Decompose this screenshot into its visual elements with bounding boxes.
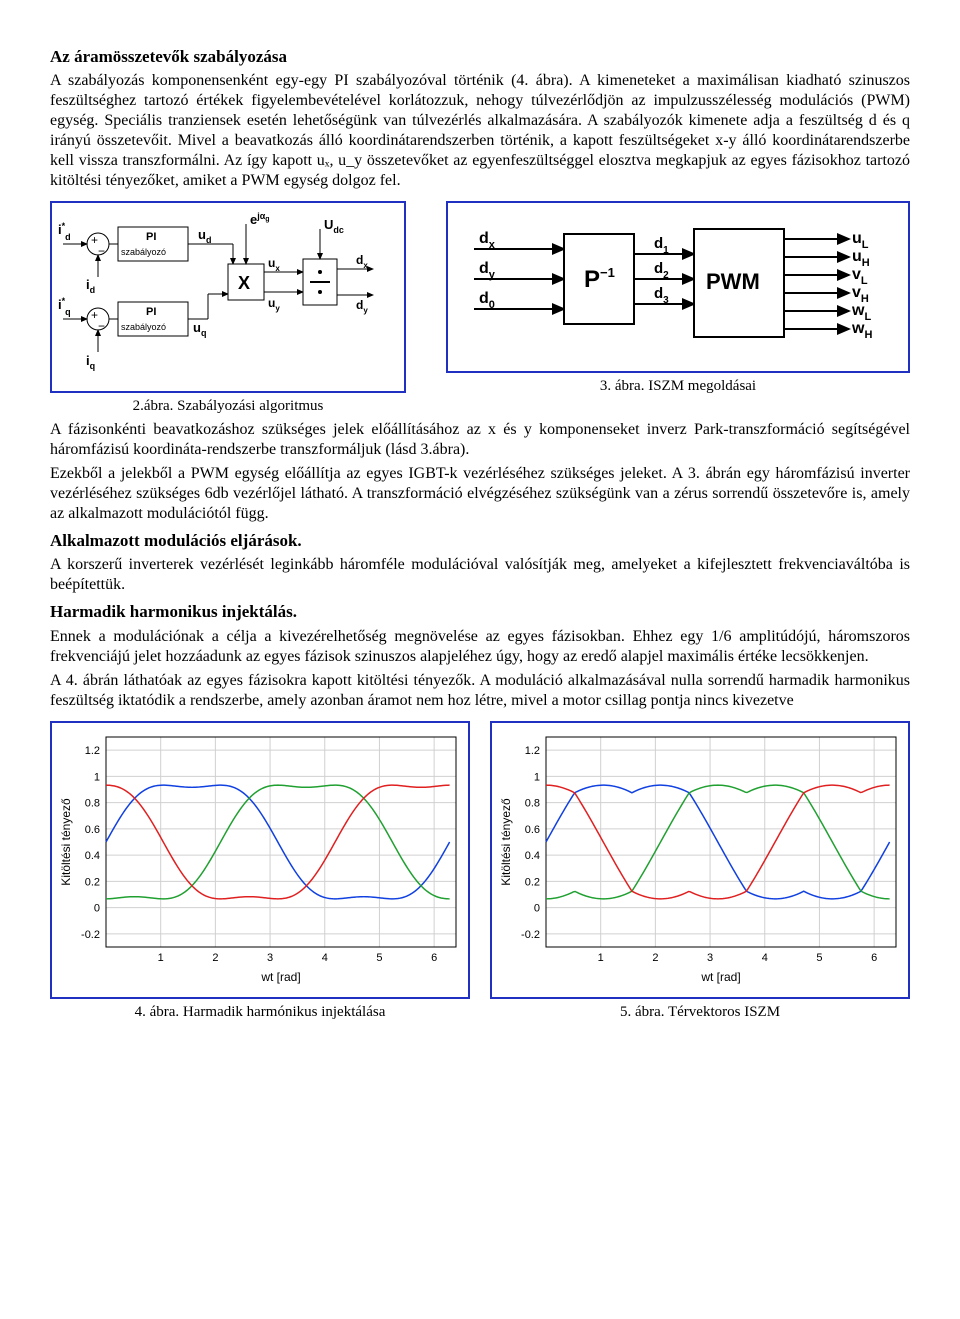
svg-text:-0.2: -0.2 — [521, 928, 540, 940]
svg-text:4: 4 — [322, 952, 328, 964]
svg-text:Kitöltési tényező: Kitöltési tényező — [499, 797, 513, 885]
svg-text:uq: uq — [193, 320, 206, 338]
svg-text:0.8: 0.8 — [85, 797, 100, 809]
fig4-caption: 4. ábra. Harmadik harmónikus injektálása — [50, 1003, 470, 1022]
fig3-box: dx dy d0 P−1 d1 d2 d3 PWM — [446, 201, 910, 373]
section2-para: A korszerű inverterek vezérlését leginká… — [50, 555, 910, 595]
fig2-svg: + − + − i*d id i*q iq PI szabályozó PI — [58, 209, 398, 379]
svg-text:X: X — [238, 273, 250, 293]
svg-text:ejαg: ejαg — [250, 211, 270, 227]
svg-text:d2: d2 — [654, 260, 669, 281]
svg-text:0.4: 0.4 — [85, 850, 100, 862]
svg-text:PWM: PWM — [706, 269, 760, 294]
svg-text:Udc: Udc — [324, 217, 344, 235]
fig5-cell: 1 2 3 4 5 6 -0.2 0 0.2 0.4 0.6 0.8 1 1.2 wt [rad] Kitöl… — [490, 721, 910, 1022]
svg-text:wt [rad]: wt [rad] — [260, 970, 300, 984]
svg-text:uy: uy — [268, 296, 280, 313]
svg-text:1: 1 — [158, 952, 164, 964]
section3-para1: Ennek a modulációnak a célja a kivezérel… — [50, 627, 910, 667]
section3-para2: A 4. ábrán láthatóak az egyes fázisokra … — [50, 671, 910, 711]
svg-text:PI: PI — [146, 306, 156, 318]
fig3-caption: 3. ábra. ISZM megoldásai — [446, 377, 910, 396]
svg-text:0: 0 — [534, 902, 540, 914]
section2-title: Alkalmazott modulációs eljárások. — [50, 530, 910, 551]
svg-text:1.2: 1.2 — [85, 745, 100, 757]
svg-text:PI: PI — [146, 231, 156, 243]
svg-text:−: − — [98, 244, 105, 258]
svg-text:Kitöltési tényező: Kitöltési tényező — [59, 797, 73, 885]
section3-title: Harmadik harmonikus injektálás. — [50, 601, 910, 622]
fig4-cell: 1 2 3 4 5 6 -0.2 0 0.2 0.4 0.6 0.8 1 1.2 wt [rad] Kitöl… — [50, 721, 470, 1022]
svg-text:4: 4 — [762, 952, 768, 964]
para2: A fázisonkénti beavatkozáshoz szükséges … — [50, 420, 910, 460]
svg-text:+: + — [91, 233, 98, 247]
svg-text:1: 1 — [534, 771, 540, 783]
svg-text:ux: ux — [268, 256, 280, 273]
fig4-chart: 1 2 3 4 5 6 -0.2 0 0.2 0.4 0.6 0.8 1 1.2 wt [rad] Kitöl… — [56, 727, 466, 987]
svg-text:5: 5 — [376, 952, 382, 964]
svg-text:0.2: 0.2 — [85, 876, 100, 888]
svg-text:ud: ud — [198, 227, 211, 245]
svg-text:0.4: 0.4 — [525, 850, 540, 862]
svg-text:1.2: 1.2 — [525, 745, 540, 757]
svg-text:0.6: 0.6 — [85, 823, 100, 835]
figure-row-1: + − + − i*d id i*q iq PI szabályozó PI — [50, 201, 910, 416]
svg-text:0.6: 0.6 — [525, 823, 540, 835]
svg-text:iq: iq — [86, 353, 95, 371]
svg-text:0.2: 0.2 — [525, 876, 540, 888]
svg-text:i*q: i*q — [58, 296, 71, 317]
fig5-chart: 1 2 3 4 5 6 -0.2 0 0.2 0.4 0.6 0.8 1 1.2 wt [rad] Kitöl… — [496, 727, 906, 987]
fig3-container: dx dy d0 P−1 d1 d2 d3 PWM — [446, 201, 910, 396]
svg-text:0: 0 — [94, 902, 100, 914]
svg-text:2: 2 — [212, 952, 218, 964]
svg-text:szabályozó: szabályozó — [121, 247, 166, 257]
para3: Ezekből a jelekből a PWM egység előállít… — [50, 464, 910, 524]
svg-text:dy: dy — [479, 260, 496, 281]
svg-text:3: 3 — [707, 952, 713, 964]
chart-row: 1 2 3 4 5 6 -0.2 0 0.2 0.4 0.6 0.8 1 1.2 wt [rad] Kitöl… — [50, 721, 910, 1022]
fig2-box: + − + − i*d id i*q iq PI szabályozó PI — [50, 201, 406, 393]
svg-text:3: 3 — [267, 952, 273, 964]
svg-text:i*d: i*d — [58, 221, 71, 242]
fig2-container: + − + − i*d id i*q iq PI szabályozó PI — [50, 201, 406, 416]
fig2-caption: 2.ábra. Szabályozási algoritmus — [50, 397, 406, 416]
svg-text:2: 2 — [652, 952, 658, 964]
svg-text:0.8: 0.8 — [525, 797, 540, 809]
svg-text:6: 6 — [871, 952, 877, 964]
section-para: A szabályozás komponensenként egy-egy PI… — [50, 71, 910, 191]
svg-text:d3: d3 — [654, 285, 669, 306]
svg-text:1: 1 — [94, 771, 100, 783]
svg-text:wt [rad]: wt [rad] — [700, 970, 740, 984]
svg-text:dy: dy — [356, 298, 368, 315]
fig3-svg: dx dy d0 P−1 d1 d2 d3 PWM — [454, 209, 874, 359]
svg-text:d0: d0 — [479, 290, 495, 311]
section-title: Az áramösszetevők szabályozása — [50, 46, 910, 67]
svg-text:-0.2: -0.2 — [81, 928, 100, 940]
svg-text:1: 1 — [598, 952, 604, 964]
svg-text:−: − — [98, 319, 105, 333]
fig5-caption: 5. ábra. Térvektoros ISZM — [490, 1003, 910, 1022]
svg-text:+: + — [91, 308, 98, 322]
svg-text:szabályozó: szabályozó — [121, 322, 166, 332]
svg-text:wH: wH — [851, 320, 872, 341]
svg-text:dx: dx — [356, 253, 368, 270]
svg-text:5: 5 — [816, 952, 822, 964]
svg-text:6: 6 — [431, 952, 437, 964]
svg-text:id: id — [86, 277, 95, 295]
svg-text:d1: d1 — [654, 235, 669, 256]
svg-text:dx: dx — [479, 230, 496, 251]
